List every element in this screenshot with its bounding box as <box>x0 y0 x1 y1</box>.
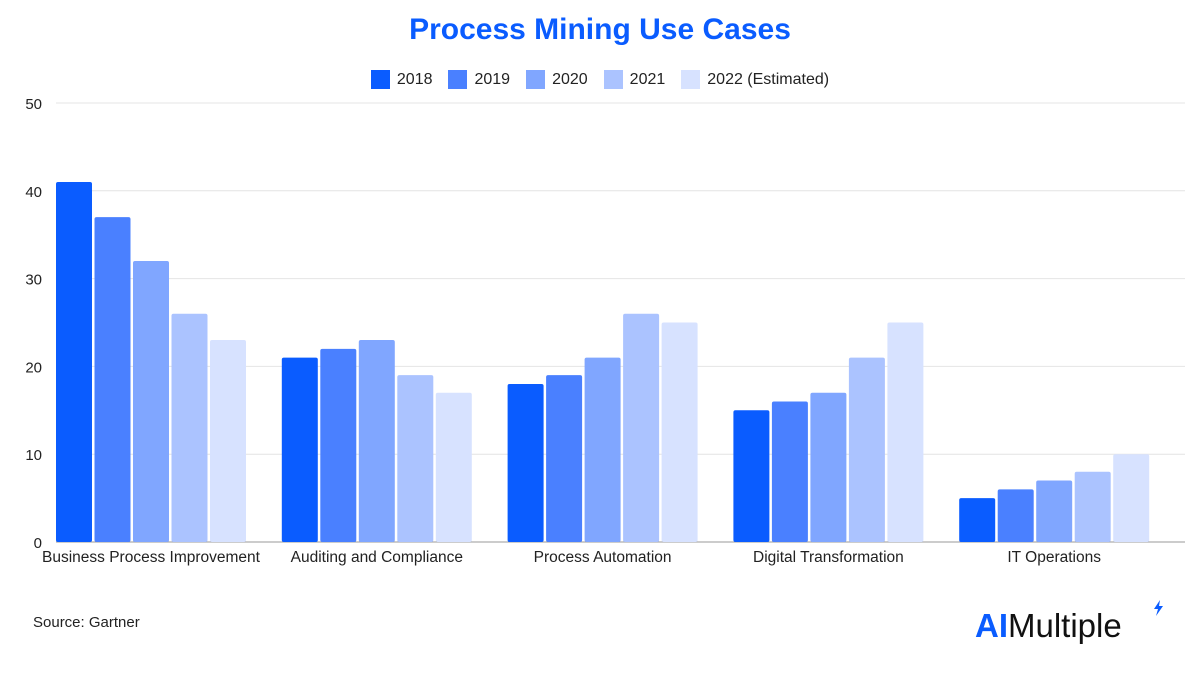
legend-swatch-2021 <box>603 70 623 89</box>
legend-label-2022: 2022 (Estimated) <box>707 70 830 88</box>
bar <box>507 383 544 542</box>
legend-item-2018: 2018 <box>370 70 433 89</box>
logo-ai-text: AI <box>975 607 1008 644</box>
legend-label-2021: 2021 <box>629 70 666 88</box>
y-tick-label: 0 <box>34 535 42 552</box>
logo-multiple-text: Multiple <box>1008 607 1122 644</box>
bar <box>887 322 924 542</box>
x-tick-label: Auditing and Compliance <box>291 549 463 566</box>
legend-swatch-2022 <box>681 70 701 89</box>
source-note: Source: Gartner <box>33 614 140 631</box>
bar <box>623 313 660 542</box>
y-tick-label: 40 <box>25 184 42 201</box>
bar <box>358 340 395 542</box>
legend-item-2021: 2021 <box>603 70 666 89</box>
bar <box>435 392 472 542</box>
bar <box>848 357 885 542</box>
bar <box>133 261 169 542</box>
bar <box>1036 480 1073 542</box>
legend-swatch-2019 <box>448 70 468 89</box>
bar <box>733 410 770 542</box>
bar <box>281 357 318 542</box>
y-tick-label: 10 <box>25 447 42 464</box>
y-tick-label: 30 <box>25 272 42 289</box>
x-tick-label: Business Process Improvement <box>42 549 261 566</box>
bar <box>661 322 698 542</box>
x-tick-label: Process Automation <box>534 549 672 566</box>
bar <box>320 348 357 542</box>
bar <box>771 401 808 542</box>
aimultiple-logo: AIMultiple <box>975 600 1163 646</box>
bar <box>997 489 1034 542</box>
chart-title: Process Mining Use Cases <box>409 13 791 46</box>
bar <box>584 357 621 542</box>
y-tick-label: 20 <box>25 359 42 376</box>
legend-label-2019: 2019 <box>474 70 511 88</box>
legend-swatch-2020 <box>526 70 546 89</box>
bar <box>1074 471 1111 542</box>
legend-swatch-2018 <box>370 70 390 89</box>
bar <box>56 182 92 542</box>
y-tick-label: 50 <box>25 96 42 113</box>
bar <box>810 392 847 542</box>
legend-item-2022: 2022 (Estimated) <box>681 70 829 89</box>
legend-item-2020: 2020 <box>526 70 588 89</box>
bar <box>210 340 246 542</box>
legend-item-2019: 2019 <box>448 70 510 89</box>
legend: 2018 2019 2020 2021 2022 (Estimated) <box>0 70 1200 89</box>
bar <box>1113 454 1150 542</box>
bar <box>94 217 131 542</box>
legend-label-2020: 2020 <box>552 70 588 88</box>
bar <box>959 498 996 542</box>
bar <box>171 313 208 542</box>
bar <box>397 375 434 542</box>
bar <box>546 375 583 542</box>
x-tick-label: IT Operations <box>1007 549 1101 566</box>
x-tick-label: Digital Transformation <box>753 549 904 566</box>
logo-spark-icon <box>1154 600 1163 616</box>
legend-label-2018: 2018 <box>396 70 433 88</box>
